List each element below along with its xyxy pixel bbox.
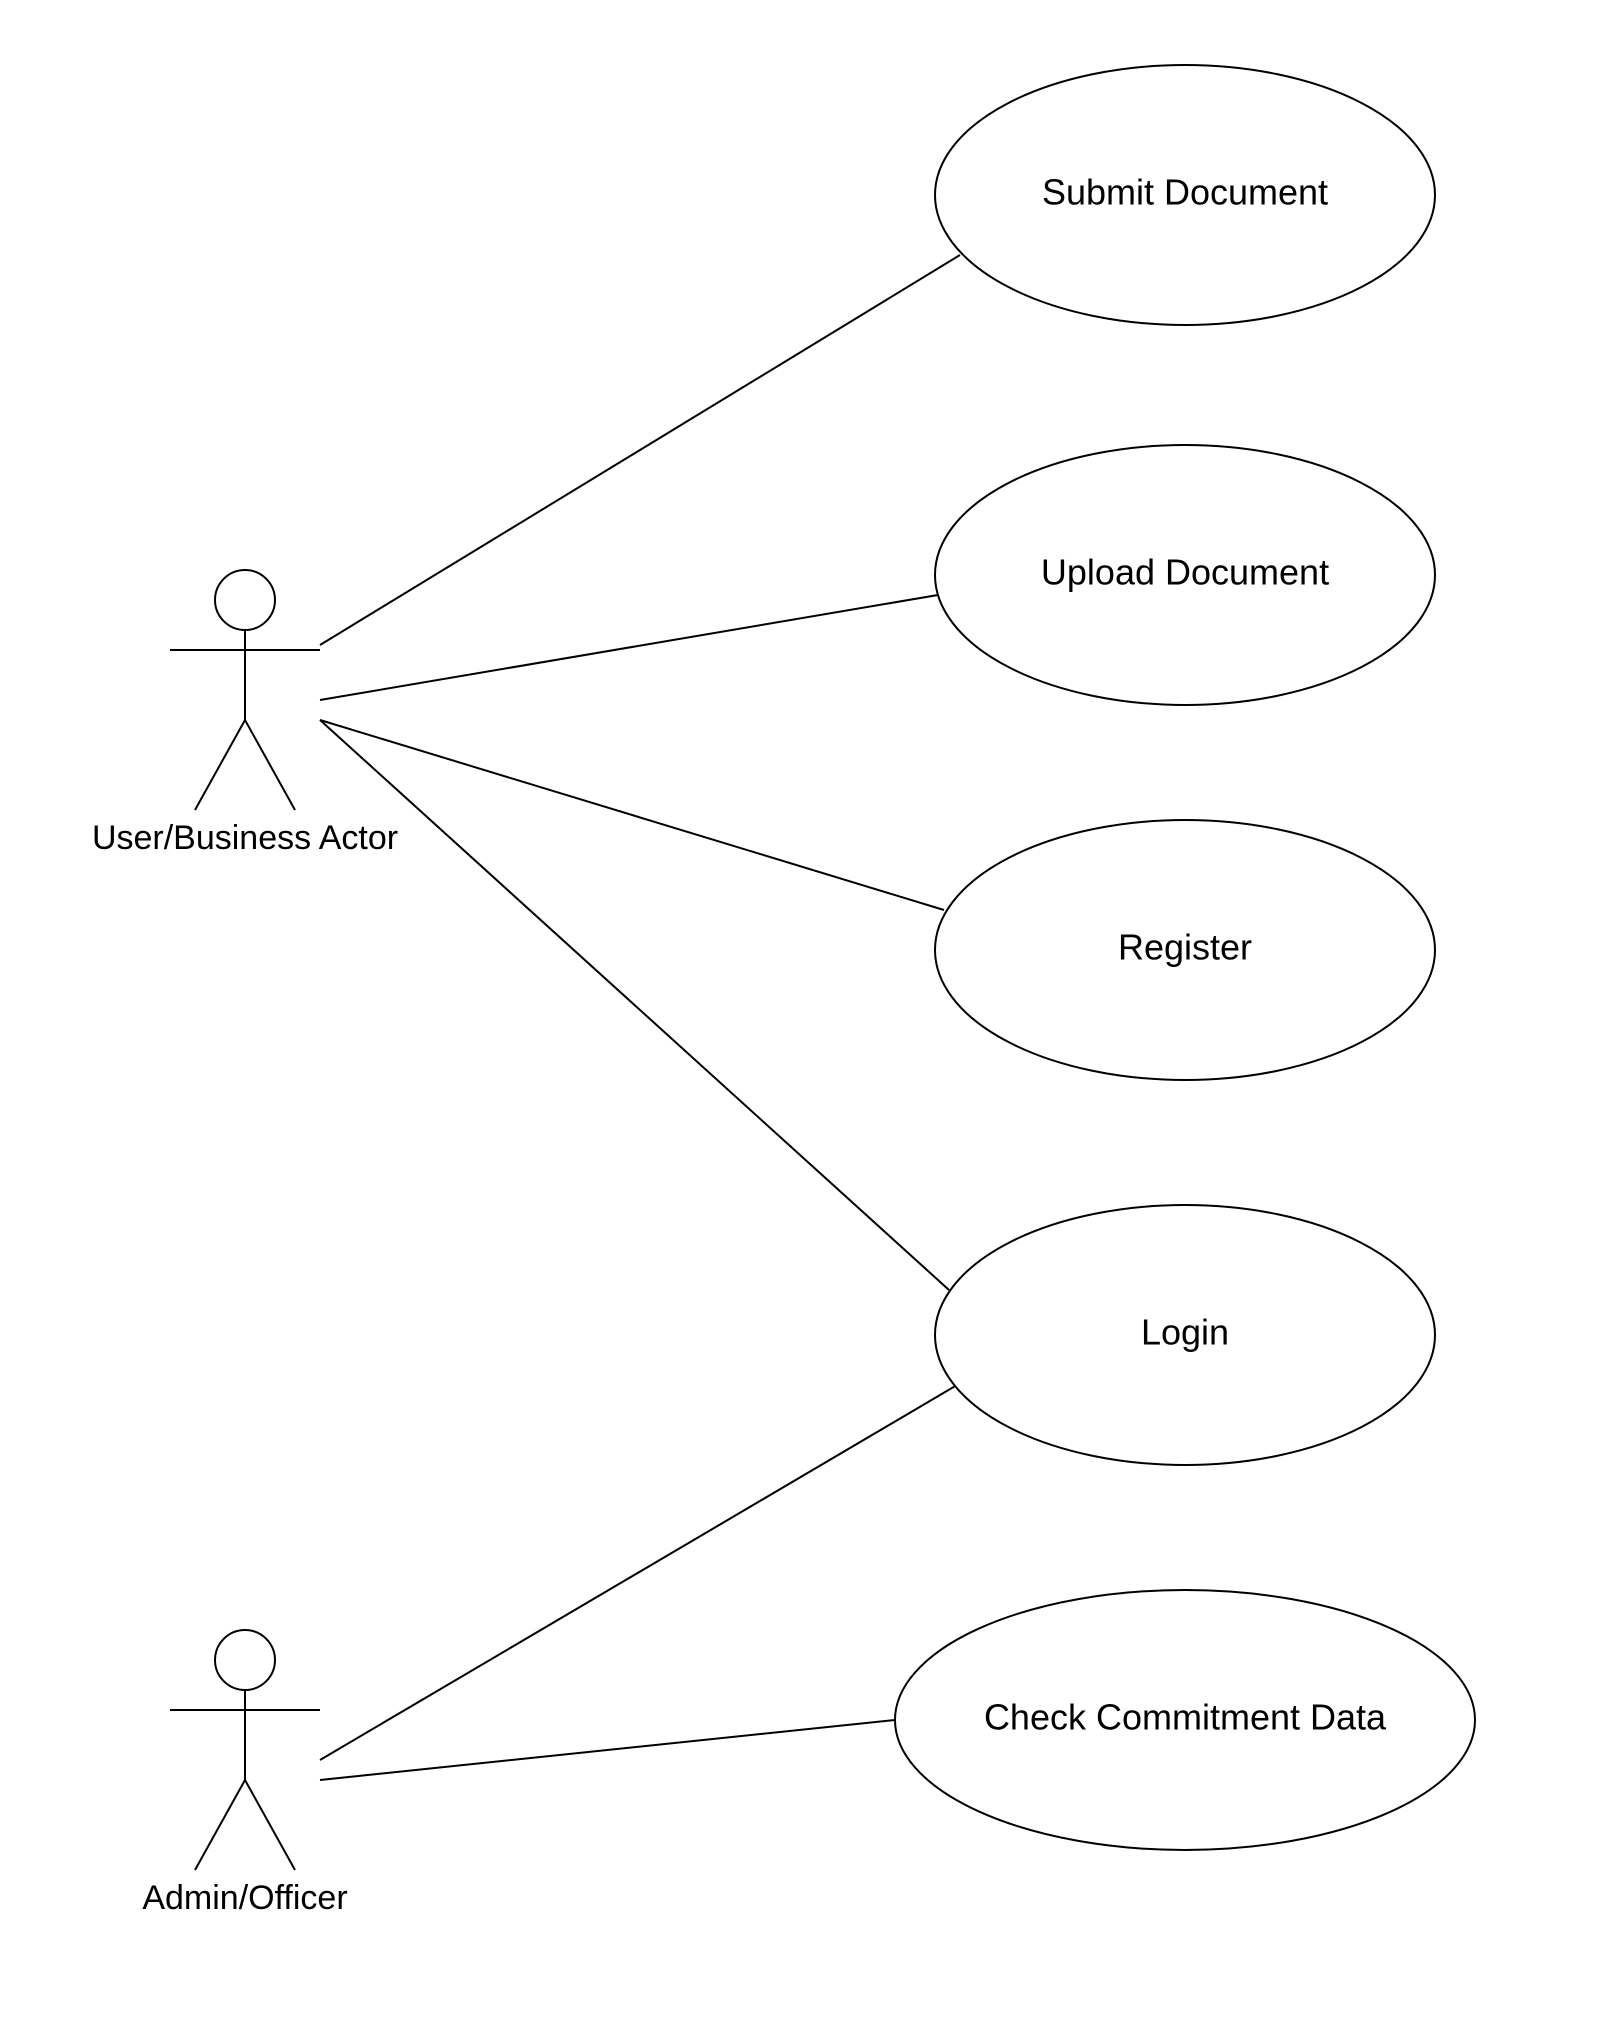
edge-actor-admin-to-uc-check bbox=[320, 1720, 895, 1780]
edge-actor-user-to-uc-submit bbox=[320, 255, 960, 645]
actor-label: Admin/Officer bbox=[142, 1879, 347, 1917]
usecase-label: Submit Document bbox=[1042, 172, 1328, 213]
edge-actor-user-to-uc-upload bbox=[320, 595, 938, 700]
actor-admin: Admin/Officer bbox=[142, 1630, 347, 1917]
usecase-uc-register: Register bbox=[935, 820, 1435, 1080]
actor-label: User/Business Actor bbox=[92, 819, 398, 857]
actor-head-icon bbox=[215, 1630, 275, 1690]
actor-leg-left bbox=[195, 1780, 245, 1870]
edge-actor-user-to-uc-register bbox=[320, 720, 944, 910]
usecase-uc-login: Login bbox=[935, 1205, 1435, 1465]
actor-leg-right bbox=[245, 1780, 295, 1870]
usecase-label: Check Commitment Data bbox=[984, 1697, 1387, 1738]
usecase-label: Login bbox=[1141, 1312, 1229, 1353]
actor-head-icon bbox=[215, 570, 275, 630]
actor-leg-right bbox=[245, 720, 295, 810]
edge-actor-user-to-uc-login bbox=[320, 720, 949, 1290]
edge-actor-admin-to-uc-login bbox=[320, 1385, 957, 1760]
usecase-label: Register bbox=[1118, 927, 1252, 968]
usecase-uc-check: Check Commitment Data bbox=[895, 1590, 1475, 1850]
actor-leg-left bbox=[195, 720, 245, 810]
usecase-uc-submit: Submit Document bbox=[935, 65, 1435, 325]
usecase-label: Upload Document bbox=[1041, 552, 1329, 593]
use-case-diagram: Submit Document Upload Document Register Lo… bbox=[0, 0, 1606, 2021]
usecase-uc-upload: Upload Document bbox=[935, 445, 1435, 705]
actor-user: User/Business Actor bbox=[92, 570, 398, 857]
